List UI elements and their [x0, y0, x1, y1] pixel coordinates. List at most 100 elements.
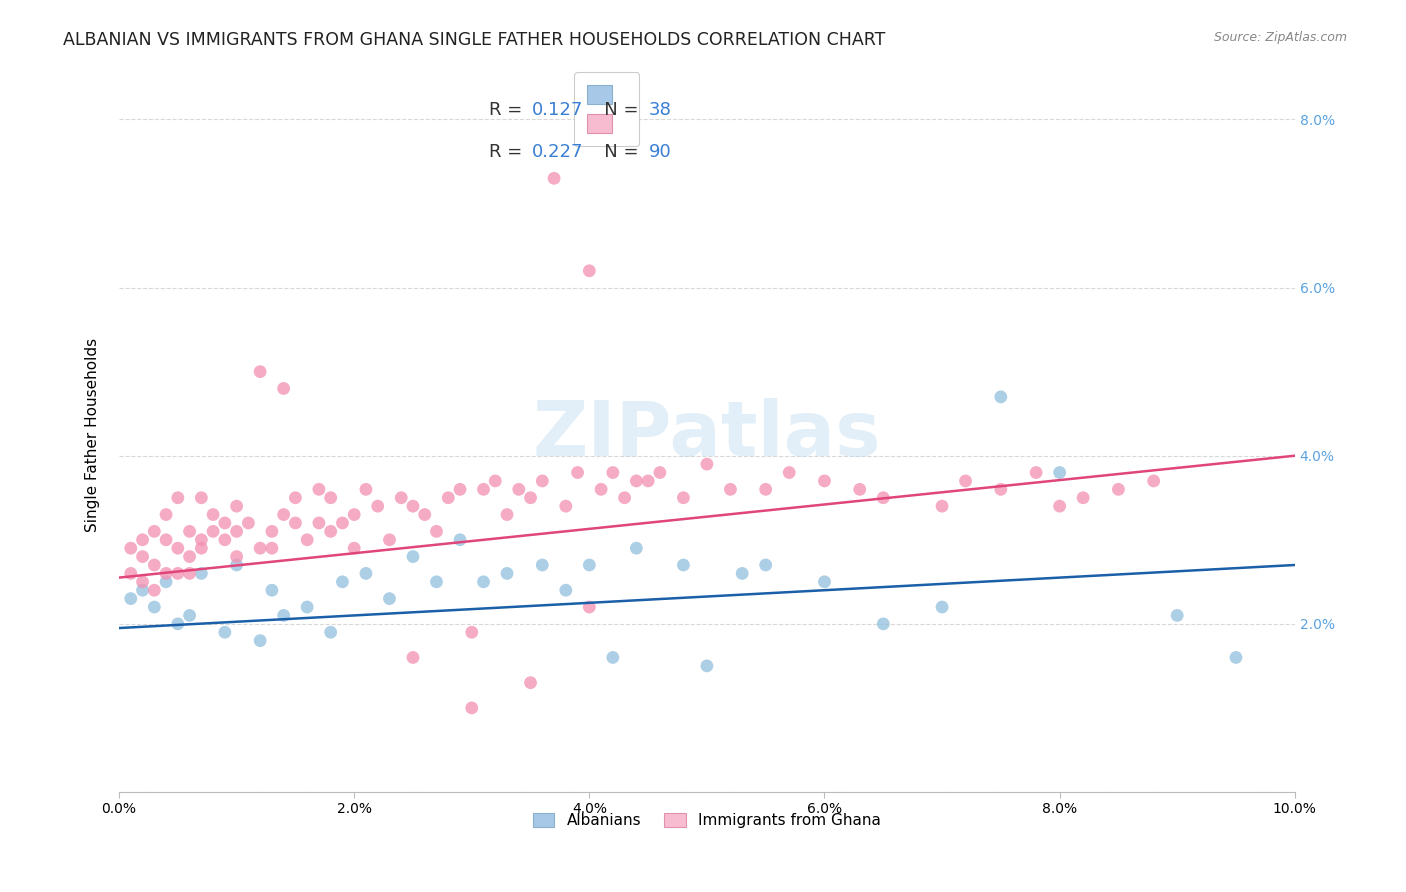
- Point: [731, 566, 754, 581]
- Point: [120, 541, 142, 556]
- Point: [519, 491, 541, 505]
- Point: [143, 558, 166, 572]
- Point: [389, 491, 412, 505]
- Point: [343, 541, 366, 556]
- Point: [354, 483, 377, 497]
- Point: [225, 549, 247, 564]
- Point: [519, 675, 541, 690]
- Point: [295, 600, 318, 615]
- Point: [1049, 499, 1071, 513]
- Point: [166, 491, 188, 505]
- Point: [354, 566, 377, 581]
- Point: [613, 491, 636, 505]
- Point: [378, 533, 401, 547]
- Point: [343, 508, 366, 522]
- Point: [238, 516, 260, 530]
- Point: [461, 625, 484, 640]
- Point: [284, 491, 307, 505]
- Point: [554, 499, 576, 513]
- Point: [472, 574, 495, 589]
- Point: [308, 516, 330, 530]
- Point: [155, 566, 177, 581]
- Point: [166, 616, 188, 631]
- Point: [531, 558, 554, 572]
- Point: [484, 474, 506, 488]
- Point: [496, 566, 519, 581]
- Point: [225, 499, 247, 513]
- Point: [778, 466, 800, 480]
- Point: [531, 474, 554, 488]
- Point: [143, 583, 166, 598]
- Point: [249, 633, 271, 648]
- Point: [672, 558, 695, 572]
- Point: [848, 483, 870, 497]
- Legend: Albanians, Immigrants from Ghana: Albanians, Immigrants from Ghana: [527, 807, 887, 834]
- Point: [626, 541, 648, 556]
- Point: [402, 499, 425, 513]
- Point: [1025, 466, 1047, 480]
- Point: [319, 491, 342, 505]
- Point: [179, 524, 201, 539]
- Point: [543, 171, 565, 186]
- Point: [578, 600, 600, 615]
- Point: [696, 457, 718, 471]
- Point: [131, 549, 153, 564]
- Point: [332, 516, 354, 530]
- Point: [179, 608, 201, 623]
- Point: [1107, 483, 1129, 497]
- Text: ALBANIAN VS IMMIGRANTS FROM GHANA SINGLE FATHER HOUSEHOLDS CORRELATION CHART: ALBANIAN VS IMMIGRANTS FROM GHANA SINGLE…: [63, 31, 886, 49]
- Text: 90: 90: [648, 144, 672, 161]
- Point: [131, 533, 153, 547]
- Point: [755, 483, 778, 497]
- Point: [1143, 474, 1166, 488]
- Point: [190, 491, 212, 505]
- Point: [284, 516, 307, 530]
- Text: R =: R =: [489, 144, 529, 161]
- Text: 0.227: 0.227: [531, 144, 583, 161]
- Point: [273, 508, 295, 522]
- Point: [602, 650, 624, 665]
- Text: 38: 38: [648, 101, 672, 119]
- Point: [591, 483, 613, 497]
- Point: [508, 483, 530, 497]
- Point: [425, 524, 447, 539]
- Point: [190, 541, 212, 556]
- Point: [214, 625, 236, 640]
- Point: [155, 533, 177, 547]
- Point: [402, 650, 425, 665]
- Y-axis label: Single Father Households: Single Father Households: [86, 338, 100, 532]
- Point: [260, 583, 283, 598]
- Point: [990, 483, 1012, 497]
- Point: [120, 566, 142, 581]
- Point: [260, 524, 283, 539]
- Point: [249, 365, 271, 379]
- Point: [273, 382, 295, 396]
- Point: [955, 474, 977, 488]
- Point: [931, 600, 953, 615]
- Point: [120, 591, 142, 606]
- Point: [813, 574, 835, 589]
- Point: [755, 558, 778, 572]
- Point: [273, 608, 295, 623]
- Point: [225, 524, 247, 539]
- Point: [367, 499, 389, 513]
- Point: [319, 524, 342, 539]
- Point: [413, 508, 436, 522]
- Point: [672, 491, 695, 505]
- Point: [872, 491, 894, 505]
- Point: [437, 491, 460, 505]
- Point: [155, 574, 177, 589]
- Point: [1049, 466, 1071, 480]
- Point: [202, 524, 225, 539]
- Point: [131, 574, 153, 589]
- Point: [332, 574, 354, 589]
- Point: [449, 533, 471, 547]
- Point: [225, 558, 247, 572]
- Point: [319, 625, 342, 640]
- Point: [308, 483, 330, 497]
- Text: ZIPatlas: ZIPatlas: [533, 398, 882, 472]
- Point: [1166, 608, 1188, 623]
- Point: [449, 483, 471, 497]
- Point: [179, 566, 201, 581]
- Point: [166, 541, 188, 556]
